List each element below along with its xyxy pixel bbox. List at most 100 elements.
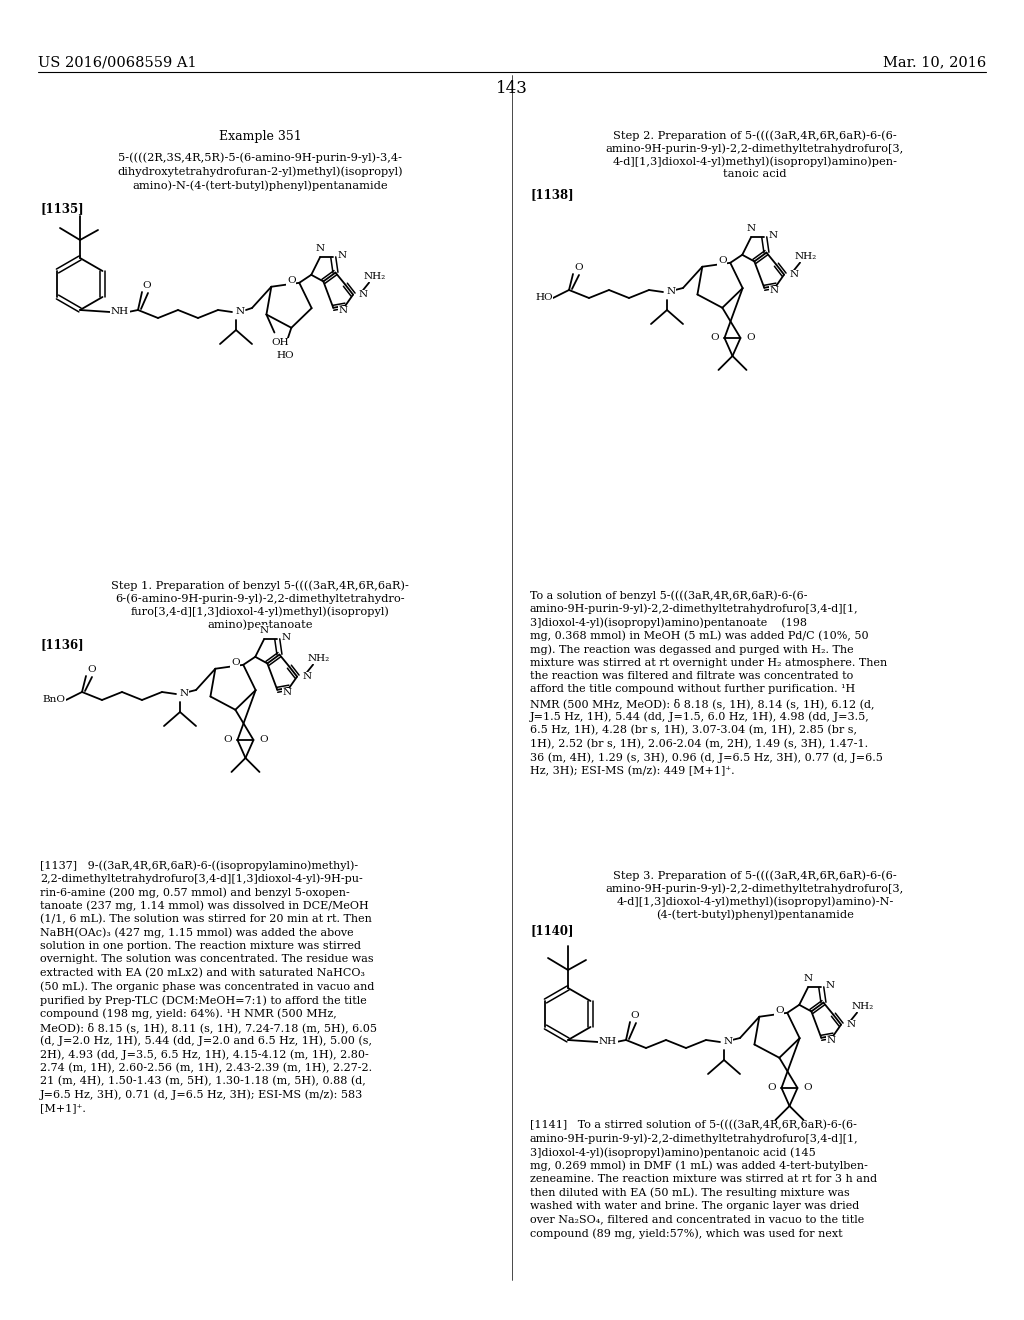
Text: N: N: [667, 288, 676, 297]
Text: 1H), 2.52 (br s, 1H), 2.06-2.04 (m, 2H), 1.49 (s, 3H), 1.47-1.: 1H), 2.52 (br s, 1H), 2.06-2.04 (m, 2H),…: [530, 738, 868, 748]
Text: compound (89 mg, yield:57%), which was used for next: compound (89 mg, yield:57%), which was u…: [530, 1228, 843, 1238]
Text: [1137]   9-((3aR,4R,6R,6aR)-6-((isopropylamino)methyl)-: [1137] 9-((3aR,4R,6R,6aR)-6-((isopropyla…: [40, 861, 358, 871]
Text: Example 351: Example 351: [219, 129, 301, 143]
Text: N: N: [283, 688, 292, 697]
Text: rin-6-amine (200 mg, 0.57 mmol) and benzyl 5-oxopen-: rin-6-amine (200 mg, 0.57 mmol) and benz…: [40, 887, 350, 898]
Text: mg). The reaction was degassed and purged with H₂. The: mg). The reaction was degassed and purge…: [530, 644, 854, 655]
Text: 143: 143: [496, 81, 528, 96]
Text: amino-9H-purin-9-yl)-2,2-dimethyltetrahydrofuro[3,4-d][1,: amino-9H-purin-9-yl)-2,2-dimethyltetrahy…: [530, 603, 859, 614]
Text: N: N: [358, 290, 368, 300]
Text: (50 mL). The organic phase was concentrated in vacuo and: (50 mL). The organic phase was concentra…: [40, 982, 375, 993]
Text: N: N: [825, 981, 835, 990]
Text: N: N: [723, 1038, 732, 1047]
Text: J=6.5 Hz, 3H), 0.71 (d, J=6.5 Hz, 3H); ESI-MS (m/z): 583: J=6.5 Hz, 3H), 0.71 (d, J=6.5 Hz, 3H); E…: [40, 1089, 364, 1100]
Text: washed with water and brine. The organic layer was dried: washed with water and brine. The organic…: [530, 1201, 859, 1210]
Text: O: O: [711, 334, 719, 342]
Text: 2H), 4.93 (dd, J=3.5, 6.5 Hz, 1H), 4.15-4.12 (m, 1H), 2.80-: 2H), 4.93 (dd, J=3.5, 6.5 Hz, 1H), 4.15-…: [40, 1049, 369, 1060]
Text: O: O: [718, 256, 727, 265]
Text: Step 2. Preparation of 5-((((3aR,4R,6R,6aR)-6-(6-: Step 2. Preparation of 5-((((3aR,4R,6R,6…: [613, 129, 897, 140]
Text: O: O: [767, 1084, 776, 1093]
Text: N: N: [847, 1020, 856, 1030]
Text: (1/1, 6 mL). The solution was stirred for 20 min at rt. Then: (1/1, 6 mL). The solution was stirred fo…: [40, 913, 372, 924]
Text: N: N: [236, 308, 245, 317]
Text: 6-(6-amino-9H-purin-9-yl)-2,2-dimethyltetrahydro-: 6-(6-amino-9H-purin-9-yl)-2,2-dimethylte…: [115, 593, 404, 603]
Text: mixture was stirred at rt overnight under H₂ atmosphere. Then: mixture was stirred at rt overnight unde…: [530, 657, 887, 668]
Text: O: O: [574, 264, 584, 272]
Text: [1136]: [1136]: [40, 638, 84, 651]
Text: N: N: [179, 689, 188, 698]
Text: amino-9H-purin-9-yl)-2,2-dimethyltetrahydrofuro[3,: amino-9H-purin-9-yl)-2,2-dimethyltetrahy…: [606, 883, 904, 894]
Text: Hz, 3H); ESI-MS (m/z): 449 [M+1]⁺.: Hz, 3H); ESI-MS (m/z): 449 [M+1]⁺.: [530, 766, 734, 776]
Text: solution in one portion. The reaction mixture was stirred: solution in one portion. The reaction mi…: [40, 941, 361, 950]
Text: furo[3,4-d][1,3]dioxol-4-yl)methyl)(isopropyl): furo[3,4-d][1,3]dioxol-4-yl)methyl)(isop…: [131, 606, 389, 616]
Text: over Na₂SO₄, filtered and concentrated in vacuo to the title: over Na₂SO₄, filtered and concentrated i…: [530, 1214, 864, 1225]
Text: NH: NH: [111, 308, 129, 317]
Text: US 2016/0068559 A1: US 2016/0068559 A1: [38, 55, 197, 69]
Text: O: O: [88, 665, 96, 675]
Text: [M+1]⁺.: [M+1]⁺.: [40, 1104, 86, 1113]
Text: [1138]: [1138]: [530, 187, 573, 201]
Text: HO: HO: [535, 293, 553, 302]
Text: overnight. The solution was concentrated. The residue was: overnight. The solution was concentrated…: [40, 954, 374, 965]
Text: NH₂: NH₂: [795, 252, 817, 261]
Text: O: O: [259, 735, 268, 744]
Text: N: N: [315, 244, 325, 252]
Text: 3]dioxol-4-yl)(isopropyl)amino)pentanoic acid (145: 3]dioxol-4-yl)(isopropyl)amino)pentanoic…: [530, 1147, 816, 1158]
Text: O: O: [803, 1084, 812, 1093]
Text: N: N: [804, 974, 813, 982]
Text: 4-d][1,3]dioxol-4-yl)methyl)(isopropyl)amino)pen-: 4-d][1,3]dioxol-4-yl)methyl)(isopropyl)a…: [612, 156, 897, 166]
Text: MeOD): δ 8.15 (s, 1H), 8.11 (s, 1H), 7.24-7.18 (m, 5H), 6.05: MeOD): δ 8.15 (s, 1H), 8.11 (s, 1H), 7.2…: [40, 1022, 377, 1032]
Text: NH: NH: [599, 1038, 617, 1047]
Text: N: N: [282, 632, 291, 642]
Text: 5-((((2R,3S,4R,5R)-5-(6-amino-9H-purin-9-yl)-3,4-: 5-((((2R,3S,4R,5R)-5-(6-amino-9H-purin-9…: [118, 152, 402, 162]
Text: To a solution of benzyl 5-((((3aR,4R,6R,6aR)-6-(6-: To a solution of benzyl 5-((((3aR,4R,6R,…: [530, 590, 808, 601]
Text: amino-9H-purin-9-yl)-2,2-dimethyltetrahydrofuro[3,: amino-9H-purin-9-yl)-2,2-dimethyltetrahy…: [606, 143, 904, 153]
Text: compound (198 mg, yield: 64%). ¹H NMR (500 MHz,: compound (198 mg, yield: 64%). ¹H NMR (5…: [40, 1008, 337, 1019]
Text: (d, J=2.0 Hz, 1H), 5.44 (dd, J=2.0 and 6.5 Hz, 1H), 5.00 (s,: (d, J=2.0 Hz, 1H), 5.44 (dd, J=2.0 and 6…: [40, 1035, 372, 1045]
Text: amino)pentanoate: amino)pentanoate: [207, 619, 312, 630]
Text: N: N: [338, 251, 347, 260]
Text: extracted with EA (20 mLx2) and with saturated NaHCO₃: extracted with EA (20 mLx2) and with sat…: [40, 968, 365, 978]
Text: O: O: [287, 276, 296, 285]
Text: NH₂: NH₂: [364, 272, 386, 281]
Text: [1141]   To a stirred solution of 5-((((3aR,4R,6R,6aR)-6-(6-: [1141] To a stirred solution of 5-((((3a…: [530, 1119, 857, 1130]
Text: O: O: [142, 281, 152, 290]
Text: dihydroxytetrahydrofuran-2-yl)methyl)(isopropyl): dihydroxytetrahydrofuran-2-yl)methyl)(is…: [117, 166, 402, 177]
Text: zeneamine. The reaction mixture was stirred at rt for 3 h and: zeneamine. The reaction mixture was stir…: [530, 1173, 878, 1184]
Text: then diluted with EA (50 mL). The resulting mixture was: then diluted with EA (50 mL). The result…: [530, 1188, 850, 1199]
Text: N: N: [826, 1036, 836, 1045]
Text: N: N: [259, 626, 268, 635]
Text: BnO: BnO: [42, 696, 65, 705]
Text: [1140]: [1140]: [530, 924, 573, 937]
Text: [1135]: [1135]: [40, 202, 84, 215]
Text: N: N: [770, 286, 779, 296]
Text: NaBH(OAc)₃ (427 mg, 1.15 mmol) was added the above: NaBH(OAc)₃ (427 mg, 1.15 mmol) was added…: [40, 928, 353, 939]
Text: 36 (m, 4H), 1.29 (s, 3H), 0.96 (d, J=6.5 Hz, 3H), 0.77 (d, J=6.5: 36 (m, 4H), 1.29 (s, 3H), 0.96 (d, J=6.5…: [530, 752, 883, 763]
Text: NH₂: NH₂: [852, 1002, 874, 1011]
Text: 3]dioxol-4-yl)(isopropyl)amino)pentanoate    (198: 3]dioxol-4-yl)(isopropyl)amino)pentanoat…: [530, 616, 807, 627]
Text: NH₂: NH₂: [308, 655, 330, 663]
Text: amino)-N-(4-(tert-butyl)phenyl)pentanamide: amino)-N-(4-(tert-butyl)phenyl)pentanami…: [132, 180, 388, 190]
Text: purified by Prep-TLC (DCM:MeOH=7:1) to afford the title: purified by Prep-TLC (DCM:MeOH=7:1) to a…: [40, 995, 367, 1006]
Text: 21 (m, 4H), 1.50-1.43 (m, 5H), 1.30-1.18 (m, 5H), 0.88 (d,: 21 (m, 4H), 1.50-1.43 (m, 5H), 1.30-1.18…: [40, 1076, 366, 1086]
Text: amino-9H-purin-9-yl)-2,2-dimethyltetrahydrofuro[3,4-d][1,: amino-9H-purin-9-yl)-2,2-dimethyltetrahy…: [530, 1134, 859, 1144]
Text: NMR (500 MHz, MeOD): δ 8.18 (s, 1H), 8.14 (s, 1H), 6.12 (d,: NMR (500 MHz, MeOD): δ 8.18 (s, 1H), 8.1…: [530, 698, 874, 709]
Text: 6.5 Hz, 1H), 4.28 (br s, 1H), 3.07-3.04 (m, 1H), 2.85 (br s,: 6.5 Hz, 1H), 4.28 (br s, 1H), 3.07-3.04 …: [530, 725, 857, 735]
Text: N: N: [339, 306, 348, 315]
Text: O: O: [775, 1006, 783, 1015]
Text: O: O: [631, 1011, 639, 1020]
Text: tanoate (237 mg, 1.14 mmol) was dissolved in DCE/MeOH: tanoate (237 mg, 1.14 mmol) was dissolve…: [40, 900, 369, 911]
Text: OH: OH: [271, 338, 289, 347]
Text: N: N: [746, 223, 756, 232]
Text: N: N: [769, 231, 778, 240]
Text: N: N: [302, 672, 311, 681]
Text: J=1.5 Hz, 1H), 5.44 (dd, J=1.5, 6.0 Hz, 1H), 4.98 (dd, J=3.5,: J=1.5 Hz, 1H), 5.44 (dd, J=1.5, 6.0 Hz, …: [530, 711, 869, 722]
Text: HO: HO: [276, 351, 294, 360]
Text: the reaction was filtered and filtrate was concentrated to: the reaction was filtered and filtrate w…: [530, 671, 853, 681]
Text: mg, 0.368 mmol) in MeOH (5 mL) was added Pd/C (10%, 50: mg, 0.368 mmol) in MeOH (5 mL) was added…: [530, 631, 868, 642]
Text: Step 3. Preparation of 5-((((3aR,4R,6R,6aR)-6-(6-: Step 3. Preparation of 5-((((3aR,4R,6R,6…: [613, 870, 897, 880]
Text: afford the title compound without further purification. ¹H: afford the title compound without furthe…: [530, 685, 855, 694]
Text: 2,2-dimethyltetrahydrofuro[3,4-d][1,3]dioxol-4-yl)-9H-pu-: 2,2-dimethyltetrahydrofuro[3,4-d][1,3]di…: [40, 874, 362, 884]
Text: O: O: [223, 735, 231, 744]
Text: mg, 0.269 mmol) in DMF (1 mL) was added 4-tert-butylben-: mg, 0.269 mmol) in DMF (1 mL) was added …: [530, 1160, 868, 1171]
